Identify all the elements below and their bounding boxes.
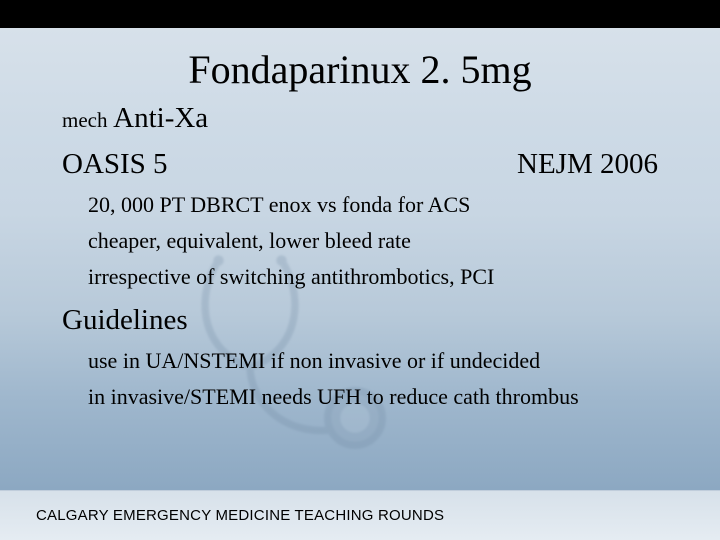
mechanism-label: mech: [62, 108, 107, 132]
trial-bullet: cheaper, equivalent, lower bleed rate: [88, 228, 690, 254]
trial-source: NEJM 2006: [517, 148, 658, 181]
slide-background: Fondaparinux 2. 5mg mech Anti-Xa OASIS 5…: [0, 28, 720, 490]
footer-text: CALGARY EMERGENCY MEDICINE TEACHING ROUN…: [36, 507, 444, 524]
guidelines-bullet: use in UA/NSTEMI if non invasive or if u…: [88, 348, 690, 374]
trial-name: OASIS 5: [62, 148, 168, 180]
trial-row: OASIS 5 NEJM 2006: [62, 148, 658, 181]
guidelines-heading: Guidelines: [62, 304, 188, 337]
mechanism-row: mech Anti-Xa: [62, 102, 208, 135]
trial-bullet: 20, 000 PT DBRCT enox vs fonda for ACS: [88, 192, 690, 218]
footer-strip: CALGARY EMERGENCY MEDICINE TEACHING ROUN…: [0, 490, 720, 540]
slide-title: Fondaparinux 2. 5mg: [0, 46, 720, 93]
guidelines-bullet: in invasive/STEMI needs UFH to reduce ca…: [88, 384, 690, 410]
trial-bullet: irrespective of switching antithrombotic…: [88, 264, 690, 290]
mechanism-value: Anti-Xa: [113, 102, 208, 134]
